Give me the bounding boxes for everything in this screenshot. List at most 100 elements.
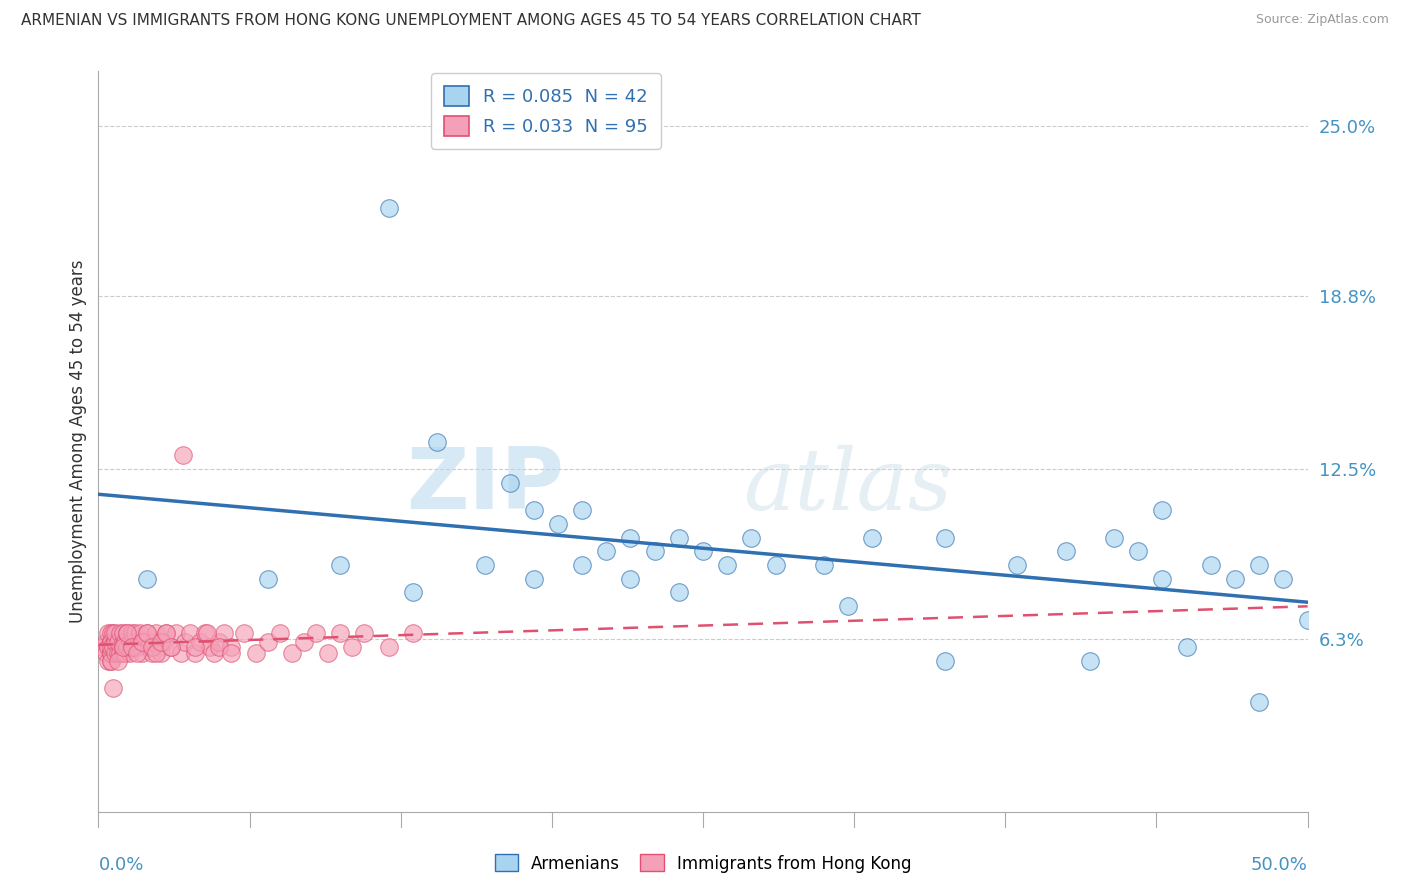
- Point: [100, 654, 122, 668]
- Point: [402, 585, 425, 599]
- Legend: Armenians, Immigrants from Hong Kong: Armenians, Immigrants from Hong Kong: [488, 847, 918, 880]
- Point: [111, 640, 134, 655]
- Point: [644, 544, 666, 558]
- Point: [377, 202, 399, 216]
- Point: [245, 646, 267, 660]
- Point: [269, 626, 291, 640]
- Point: [117, 626, 139, 640]
- Point: [208, 640, 231, 655]
- Point: [813, 558, 835, 572]
- Point: [118, 646, 141, 660]
- Point: [523, 503, 546, 517]
- Point: [128, 626, 150, 640]
- Point: [221, 646, 243, 660]
- Point: [117, 626, 139, 640]
- Point: [172, 448, 194, 462]
- Point: [108, 626, 131, 640]
- Point: [101, 626, 124, 640]
- Point: [91, 640, 114, 655]
- Point: [141, 640, 163, 655]
- Text: Source: ZipAtlas.com: Source: ZipAtlas.com: [1256, 13, 1389, 27]
- Point: [1152, 572, 1174, 586]
- Point: [1272, 572, 1295, 586]
- Point: [114, 646, 136, 660]
- Point: [184, 640, 207, 655]
- Point: [292, 634, 315, 648]
- Point: [100, 646, 122, 660]
- Point: [765, 558, 787, 572]
- Point: [329, 626, 352, 640]
- Point: [134, 634, 156, 648]
- Point: [94, 634, 117, 648]
- Point: [124, 626, 146, 640]
- Point: [135, 572, 157, 586]
- Text: atlas: atlas: [744, 444, 953, 527]
- Point: [111, 640, 134, 655]
- Point: [256, 634, 278, 648]
- Point: [498, 475, 520, 490]
- Point: [94, 646, 117, 660]
- Point: [934, 654, 956, 668]
- Point: [127, 646, 149, 660]
- Text: ARMENIAN VS IMMIGRANTS FROM HONG KONG UNEMPLOYMENT AMONG AGES 45 TO 54 YEARS COR: ARMENIAN VS IMMIGRANTS FROM HONG KONG UN…: [21, 13, 921, 29]
- Point: [256, 572, 278, 586]
- Point: [97, 654, 120, 668]
- Point: [571, 503, 593, 517]
- Point: [1249, 558, 1271, 572]
- Point: [619, 531, 641, 545]
- Point: [281, 646, 304, 660]
- Text: 50.0%: 50.0%: [1251, 856, 1308, 874]
- Point: [107, 646, 129, 660]
- Point: [100, 634, 122, 648]
- Point: [107, 654, 129, 668]
- Point: [100, 626, 122, 640]
- Point: [111, 646, 134, 660]
- Point: [184, 646, 207, 660]
- Point: [114, 634, 136, 648]
- Point: [121, 640, 143, 655]
- Point: [111, 626, 134, 640]
- Point: [145, 646, 167, 660]
- Point: [716, 558, 738, 572]
- Text: ZIP: ZIP: [406, 444, 564, 527]
- Point: [1199, 558, 1222, 572]
- Point: [204, 646, 226, 660]
- Point: [174, 634, 197, 648]
- Point: [104, 646, 127, 660]
- Point: [169, 646, 191, 660]
- Point: [107, 634, 129, 648]
- Point: [934, 531, 956, 545]
- Point: [101, 681, 124, 696]
- Point: [194, 626, 217, 640]
- Point: [1175, 640, 1198, 655]
- Point: [97, 640, 120, 655]
- Point: [118, 634, 141, 648]
- Point: [668, 531, 690, 545]
- Point: [188, 634, 211, 648]
- Point: [547, 516, 569, 531]
- Point: [353, 626, 375, 640]
- Point: [1102, 531, 1125, 545]
- Point: [1249, 695, 1271, 709]
- Point: [1078, 654, 1101, 668]
- Point: [221, 640, 243, 655]
- Point: [104, 626, 127, 640]
- Point: [329, 558, 352, 572]
- Point: [152, 634, 174, 648]
- Legend: R = 0.085  N = 42, R = 0.033  N = 95: R = 0.085 N = 42, R = 0.033 N = 95: [430, 73, 661, 149]
- Point: [571, 558, 593, 572]
- Point: [117, 640, 139, 655]
- Point: [135, 626, 157, 640]
- Point: [100, 654, 122, 668]
- Y-axis label: Unemployment Among Ages 45 to 54 years: Unemployment Among Ages 45 to 54 years: [69, 260, 87, 624]
- Point: [100, 634, 122, 648]
- Point: [377, 640, 399, 655]
- Point: [100, 640, 122, 655]
- Point: [208, 634, 231, 648]
- Point: [474, 558, 496, 572]
- Point: [1054, 544, 1077, 558]
- Point: [1152, 503, 1174, 517]
- Point: [668, 585, 690, 599]
- Point: [138, 640, 160, 655]
- Point: [121, 640, 143, 655]
